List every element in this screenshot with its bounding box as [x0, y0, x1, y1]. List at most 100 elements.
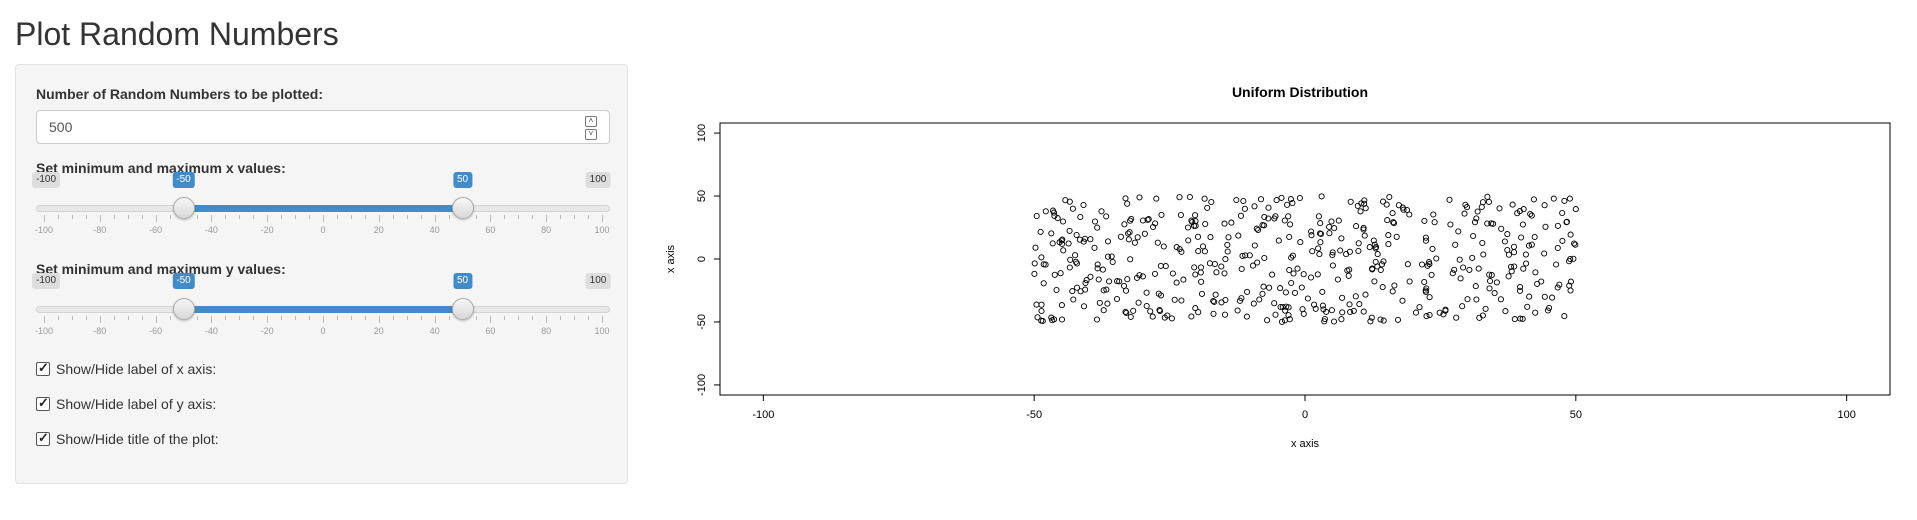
data-point — [1379, 198, 1387, 205]
x-tick-label: 100 — [1837, 409, 1855, 421]
data-point — [1380, 258, 1387, 265]
data-point — [1288, 254, 1295, 261]
data-point — [1479, 239, 1486, 247]
data-point — [1141, 230, 1148, 237]
data-point — [1260, 283, 1267, 290]
data-point — [1108, 253, 1115, 260]
data-point — [1532, 269, 1539, 276]
data-point — [1345, 272, 1352, 279]
slider-tick — [420, 215, 422, 219]
data-point — [1113, 295, 1121, 303]
num-label: Number of Random Numbers to be plotted: — [36, 86, 323, 102]
data-point — [1188, 313, 1195, 320]
data-point — [1246, 252, 1253, 259]
data-point — [1221, 270, 1228, 277]
data-point — [1222, 256, 1229, 263]
data-point — [1104, 300, 1111, 307]
slider-tick — [127, 316, 129, 320]
data-point — [1371, 241, 1378, 248]
data-point — [1095, 276, 1102, 283]
axes-layer: -100 -50 0 50 100 -100 -50 0 50 100 — [696, 124, 1856, 421]
slider-handle-high[interactable] — [451, 298, 474, 320]
data-point — [1428, 271, 1435, 278]
checkbox[interactable]: ✓ — [36, 430, 50, 446]
data-point — [1355, 240, 1362, 247]
data-point — [1391, 282, 1398, 289]
data-point — [1559, 237, 1566, 244]
data-point — [1191, 264, 1198, 271]
plot-frame — [719, 122, 1891, 396]
slider-tick — [448, 316, 450, 320]
data-point — [1080, 238, 1087, 245]
data-point — [1315, 245, 1322, 252]
slider-tick — [602, 215, 603, 222]
data-point — [1457, 275, 1464, 282]
data-point — [1127, 256, 1134, 263]
data-point — [1040, 280, 1047, 287]
data-point — [1423, 313, 1430, 320]
data-point — [1379, 284, 1386, 291]
num-input[interactable]: 500 ˄ ˅ — [36, 110, 610, 144]
slider-tick-label: -80 — [93, 225, 107, 235]
data-point — [1426, 311, 1433, 319]
slider-tick — [392, 215, 394, 219]
slider-tick — [406, 316, 408, 320]
slider-tick — [281, 215, 283, 219]
data-point — [1282, 289, 1289, 296]
data-point — [1236, 297, 1244, 304]
data-point — [1368, 314, 1375, 321]
slider-handle-high[interactable] — [451, 197, 474, 219]
slider-handle-low[interactable] — [172, 298, 195, 320]
data-point — [1572, 206, 1579, 213]
data-point — [1117, 233, 1124, 240]
x-range-slider[interactable]: -100 100 -50 50 -100 -80 -60 -40 -20 0 20 40 60 80 100 — [31, 172, 611, 242]
slider-ticks — [36, 316, 610, 324]
data-point — [1109, 258, 1116, 266]
data-point — [1440, 311, 1447, 318]
chevron-down-icon[interactable]: ˅ — [585, 129, 597, 140]
data-point — [1066, 227, 1073, 234]
slider-handle-low[interactable] — [172, 197, 195, 219]
y-range-slider[interactable]: -100 100 -50 50 -100 -80 -60 -40 -20 0 20 40 60 80 100 — [31, 273, 611, 343]
slider-selected-range[interactable] — [183, 306, 463, 313]
data-point — [1502, 308, 1509, 315]
plot-title: Uniform Distribution — [1232, 84, 1368, 100]
data-point — [1048, 230, 1055, 237]
data-point — [1122, 195, 1129, 202]
data-point — [1360, 224, 1367, 231]
data-point — [1053, 286, 1060, 294]
slider-selected-range[interactable] — [183, 205, 463, 212]
data-point — [1571, 240, 1578, 247]
checkbox[interactable]: ✓ — [36, 395, 50, 411]
data-point — [1241, 205, 1248, 212]
check-icon: ✓ — [38, 430, 49, 445]
data-point — [1366, 244, 1373, 251]
spinner[interactable]: ˄ ˅ — [585, 116, 597, 140]
checkbox[interactable]: ✓ — [36, 360, 50, 376]
data-point — [1318, 193, 1325, 200]
data-point — [1213, 269, 1220, 276]
data-point — [1195, 248, 1202, 255]
data-point — [1283, 303, 1290, 310]
checkbox-title[interactable]: ✓ Show/Hide title of the plot: — [36, 430, 219, 447]
checkbox-y-label[interactable]: ✓ Show/Hide label of y axis: — [36, 395, 216, 412]
checkbox-x-label[interactable]: ✓ Show/Hide label of x axis: — [36, 360, 216, 377]
data-point — [1425, 259, 1433, 266]
slider-high-badge: 50 — [452, 273, 473, 289]
slider-tick — [239, 316, 241, 320]
slider-tick-label: -80 — [93, 326, 107, 336]
chevron-up-icon[interactable]: ˄ — [585, 116, 597, 127]
data-point — [1286, 316, 1293, 323]
data-point — [1060, 247, 1067, 254]
data-point — [1520, 206, 1527, 213]
data-point — [1033, 212, 1040, 220]
x-axis-label: x axis — [1291, 438, 1320, 450]
slider-tick-label: 20 — [373, 225, 384, 235]
slider-tick — [211, 316, 213, 323]
data-point — [1505, 273, 1512, 280]
data-point — [1316, 230, 1324, 237]
y-tick-label: -50 — [696, 314, 708, 330]
data-point — [1178, 297, 1185, 304]
data-point — [1210, 297, 1217, 305]
data-point — [1169, 270, 1176, 277]
